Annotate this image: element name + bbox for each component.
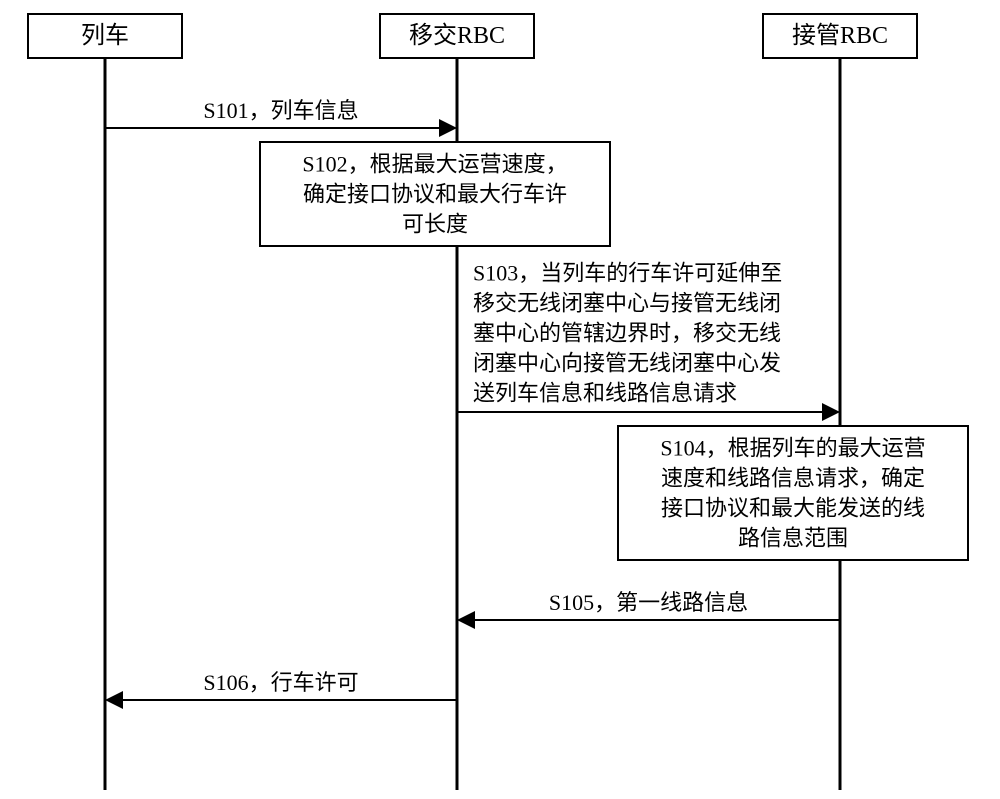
sequence-diagram: 列车 移交RBC 接管RBC S101，列车信息 S105，第一线路信息 S106，行车许… — [0, 0, 1000, 799]
arrowhead — [105, 691, 123, 709]
message-label-s101: S101，列车信息 — [203, 98, 358, 123]
note-line-s104-0: S104，根据列车的最大运营 — [660, 436, 925, 461]
arrowhead — [822, 403, 840, 421]
arrowhead — [439, 119, 457, 137]
note-line-s103text-0: S103，当列车的行车许可延伸至 — [473, 261, 782, 286]
message-label-s106: S106，行车许可 — [203, 670, 358, 695]
note-line-s104-3: 路信息范围 — [738, 526, 848, 551]
note-line-s102-1: 确定接口协议和最大行车许 — [303, 182, 567, 207]
note-line-s102-2: 可长度 — [402, 212, 468, 237]
participant-label-handoff: 移交RBC — [409, 22, 505, 49]
note-line-s104-1: 速度和线路信息请求，确定 — [661, 466, 925, 491]
note-line-s103text-2: 塞中心的管辖边界时，移交无线 — [473, 321, 781, 346]
message-label-s105: S105，第一线路信息 — [549, 590, 748, 615]
arrowhead — [457, 611, 475, 629]
participant-label-takeover: 接管RBC — [792, 22, 888, 49]
note-line-s103text-3: 闭塞中心向接管无线闭塞中心发 — [473, 351, 781, 376]
note-line-s104-2: 接口协议和最大能发送的线 — [661, 496, 925, 521]
participant-label-train: 列车 — [81, 22, 129, 49]
note-line-s103text-4: 送列车信息和线路信息请求 — [473, 381, 737, 406]
note-line-s103text-1: 移交无线闭塞中心与接管无线闭 — [473, 291, 781, 316]
note-line-s102-0: S102，根据最大运营速度， — [302, 152, 567, 177]
